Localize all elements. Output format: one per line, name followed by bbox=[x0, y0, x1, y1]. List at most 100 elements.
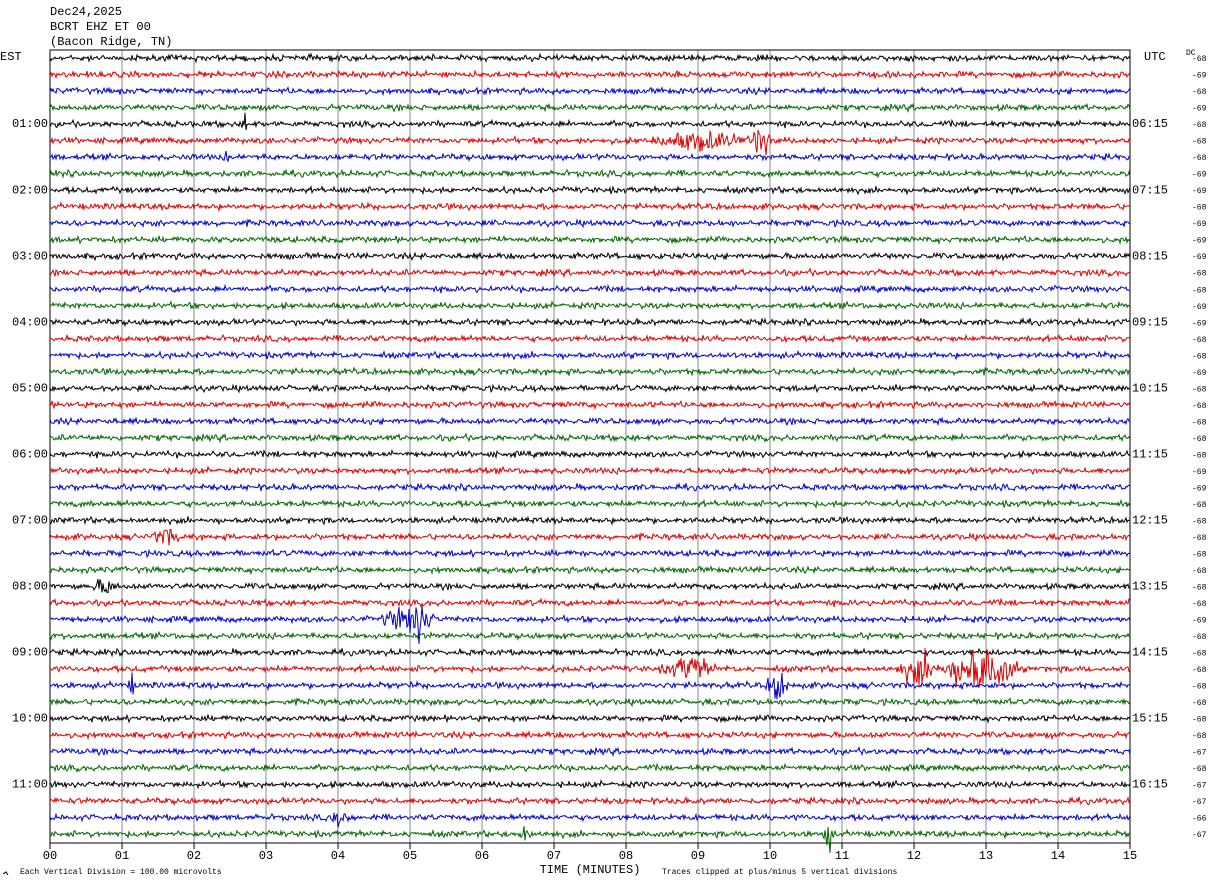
trace bbox=[49, 606, 1131, 644]
dc-value: -67 bbox=[1192, 831, 1207, 840]
est-label: 03:00 bbox=[12, 249, 48, 263]
x-tick-label: 14 bbox=[1051, 849, 1065, 863]
est-label: 01:00 bbox=[12, 117, 48, 131]
trace bbox=[49, 498, 1131, 509]
trace bbox=[49, 300, 1131, 311]
dc-value: -68 bbox=[1192, 716, 1207, 725]
x-tick-label: 01 bbox=[115, 849, 129, 863]
dc-value: -68 bbox=[1192, 204, 1207, 213]
utc-label: 07:15 bbox=[1132, 183, 1168, 197]
trace bbox=[49, 672, 1131, 700]
trace bbox=[50, 746, 1131, 758]
est-label: 10:00 bbox=[12, 712, 48, 726]
dc-value: -68 bbox=[1192, 633, 1207, 642]
utc-title: UTC bbox=[1144, 50, 1166, 64]
trace bbox=[49, 578, 1131, 594]
clip-note: Traces clipped at plus/minus 5 vertical … bbox=[662, 868, 897, 877]
dc-value: -69 bbox=[1192, 253, 1207, 262]
utc-label: 09:15 bbox=[1132, 315, 1168, 329]
dc-value: -69 bbox=[1192, 171, 1207, 180]
dc-value: -68 bbox=[1192, 699, 1207, 708]
trace bbox=[49, 333, 1131, 344]
dc-value: -69 bbox=[1192, 105, 1207, 114]
trace bbox=[49, 528, 1131, 546]
x-tick-label: 10 bbox=[763, 849, 777, 863]
x-tick-label: 06 bbox=[475, 849, 489, 863]
trace bbox=[49, 251, 1131, 262]
trace bbox=[49, 514, 1131, 526]
est-label: 04:00 bbox=[12, 315, 48, 329]
trace bbox=[49, 85, 1131, 97]
dc-value: -67 bbox=[1192, 798, 1207, 807]
dc-value: -69 bbox=[1192, 468, 1207, 477]
dc-value: -69 bbox=[1192, 237, 1207, 246]
trace bbox=[49, 713, 1131, 724]
trace bbox=[49, 383, 1131, 394]
x-tick-label: 15 bbox=[1123, 849, 1137, 863]
trace bbox=[49, 432, 1131, 444]
trace bbox=[49, 597, 1131, 608]
trace bbox=[49, 564, 1131, 576]
trace bbox=[49, 399, 1131, 411]
dc-value: -66 bbox=[1192, 815, 1207, 824]
dc-value: -69 bbox=[1192, 220, 1207, 229]
trace bbox=[49, 696, 1131, 708]
utc-label: 15:15 bbox=[1132, 712, 1168, 726]
dc-value: -69 bbox=[1192, 319, 1207, 328]
dc-value: -68 bbox=[1192, 583, 1207, 592]
dc-title: DC bbox=[1186, 49, 1196, 58]
dc-value: -69 bbox=[1192, 72, 1207, 81]
dc-value: -68 bbox=[1192, 534, 1207, 543]
dc-value: -68 bbox=[1192, 765, 1207, 774]
x-tick-label: 00 bbox=[43, 849, 57, 863]
dc-value: -67 bbox=[1192, 749, 1207, 758]
trace bbox=[49, 349, 1131, 361]
location: (Bacon Ridge, TN) bbox=[50, 35, 172, 49]
trace bbox=[49, 184, 1131, 196]
trace bbox=[49, 52, 1131, 64]
dc-value: -69 bbox=[1192, 369, 1207, 378]
x-tick-label: 09 bbox=[691, 849, 705, 863]
x-tick-label: 04 bbox=[331, 849, 345, 863]
x-tick-label: 13 bbox=[979, 849, 993, 863]
dc-value: -68 bbox=[1192, 55, 1207, 64]
trace bbox=[49, 129, 1131, 156]
dc-value: -68 bbox=[1192, 121, 1207, 130]
dc-value: -68 bbox=[1192, 732, 1207, 741]
dc-value: -68 bbox=[1192, 649, 1207, 658]
dc-value: -68 bbox=[1192, 418, 1207, 427]
dc-value: -68 bbox=[1192, 286, 1207, 295]
x-tick-label: 07 bbox=[547, 849, 561, 863]
dc-value: -68 bbox=[1192, 352, 1207, 361]
trace bbox=[49, 647, 1131, 658]
trace bbox=[49, 548, 1131, 559]
dc-value: -68 bbox=[1192, 435, 1207, 444]
trace bbox=[49, 317, 1131, 328]
trace bbox=[49, 69, 1131, 80]
trace bbox=[49, 762, 1131, 774]
trace bbox=[49, 267, 1131, 279]
dc-value: -69 bbox=[1192, 616, 1207, 625]
dc-value: -68 bbox=[1192, 600, 1207, 609]
x-axis-title: TIME (MINUTES) bbox=[540, 863, 641, 877]
trace bbox=[49, 795, 1131, 807]
trace bbox=[49, 283, 1131, 295]
dc-value: -68 bbox=[1192, 270, 1207, 279]
utc-label: 11:15 bbox=[1132, 447, 1168, 461]
x-tick-label: 02 bbox=[187, 849, 201, 863]
trace bbox=[49, 482, 1131, 493]
dc-value: -69 bbox=[1192, 303, 1207, 312]
dc-value: -68 bbox=[1192, 666, 1207, 675]
trace bbox=[49, 150, 1131, 163]
utc-label: 12:15 bbox=[1132, 513, 1168, 527]
scale-note: Each Vertical Division = 100.00 microvol… bbox=[20, 868, 222, 877]
date: Dec24,2025 bbox=[50, 5, 122, 19]
dc-value: -68 bbox=[1192, 88, 1207, 97]
dc-value: -68 bbox=[1192, 336, 1207, 345]
utc-label: 14:15 bbox=[1132, 646, 1168, 660]
x-tick-label: 08 bbox=[619, 849, 633, 863]
trace bbox=[49, 648, 1131, 688]
dc-value: -68 bbox=[1192, 567, 1207, 576]
